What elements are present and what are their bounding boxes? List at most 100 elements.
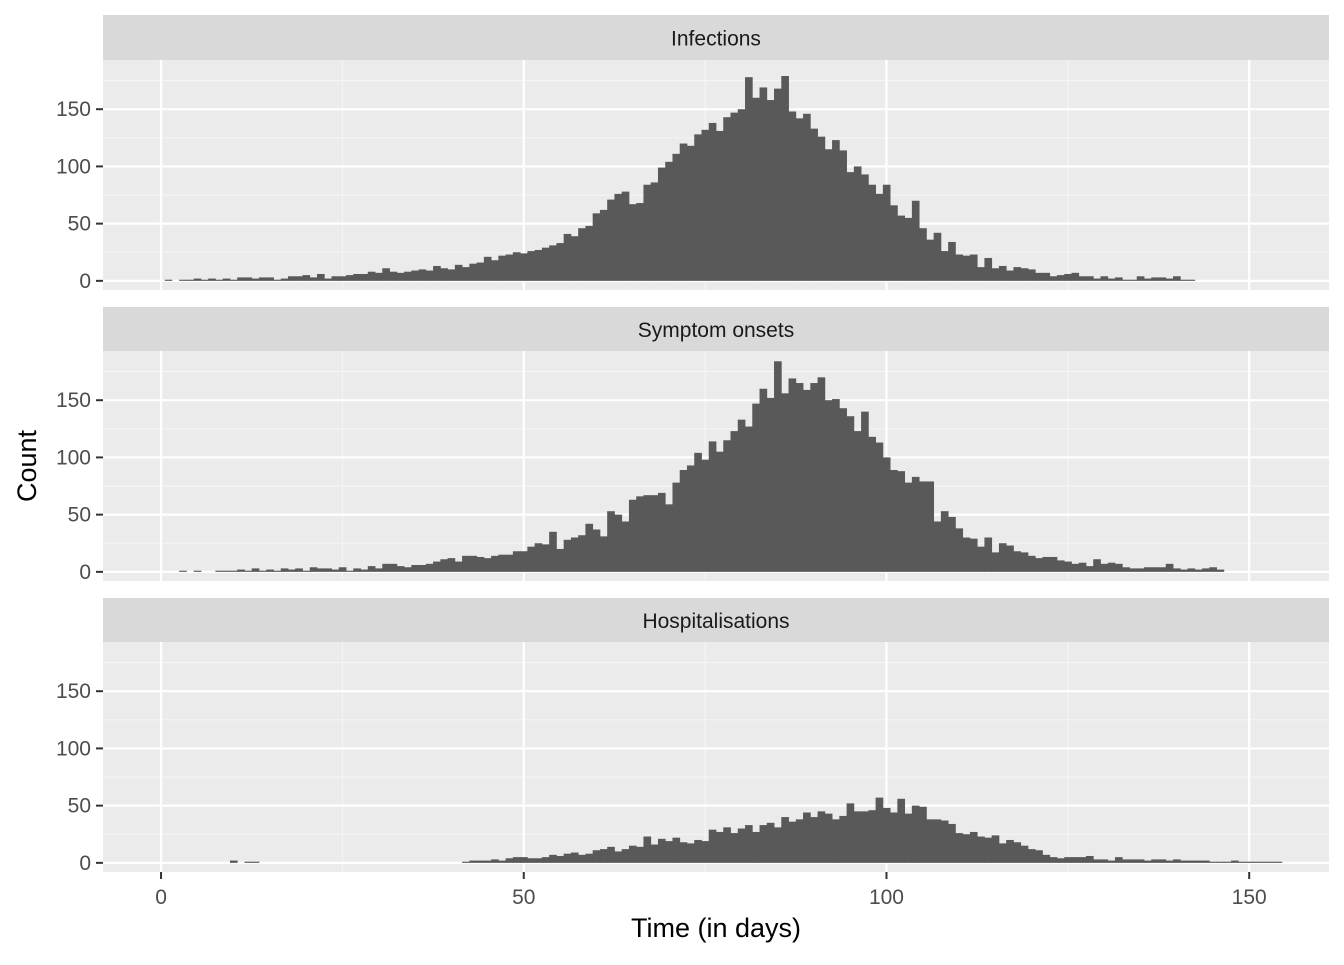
histogram-bar [483, 558, 492, 572]
histogram-bar [215, 279, 224, 281]
histogram-bar [411, 564, 419, 572]
y-tick-label: 150 [56, 98, 91, 121]
histogram-bar [389, 563, 398, 572]
histogram-bar [244, 861, 253, 863]
histogram-bar [599, 536, 608, 572]
histogram-bar [991, 552, 1000, 572]
histogram-bar [1129, 279, 1138, 281]
histogram-bar [541, 857, 550, 863]
histogram-bar [672, 837, 681, 863]
histogram-bar [1078, 857, 1087, 863]
histogram-bar [1042, 272, 1051, 281]
histogram-bar [795, 819, 804, 863]
histogram-bar [1064, 561, 1072, 572]
histogram-bar [636, 203, 644, 281]
histogram-bar [563, 539, 572, 572]
histogram-bar [1100, 563, 1109, 572]
histogram-bar [1064, 273, 1072, 281]
histogram-bar [686, 145, 695, 281]
histogram-bar [919, 228, 927, 281]
histogram-bar [1194, 860, 1203, 863]
histogram-bar [962, 537, 971, 572]
histogram-bar [737, 109, 746, 281]
histogram-bar [592, 213, 601, 281]
histogram-bar [425, 563, 434, 572]
histogram-bar [745, 77, 753, 281]
histogram-bar [1209, 567, 1217, 572]
histogram-bar [1165, 278, 1174, 281]
histogram-bar [1006, 270, 1014, 281]
y-tick-label: 50 [68, 504, 91, 527]
histogram-bar [520, 857, 528, 863]
histogram-bar [382, 268, 390, 281]
histogram-bar [447, 269, 456, 281]
histogram-bar [476, 860, 485, 863]
histogram-bar [302, 275, 311, 281]
histogram-bar [280, 568, 289, 572]
histogram-bar [1173, 276, 1181, 281]
histogram-bar [810, 817, 818, 863]
histogram-bar [832, 140, 840, 281]
histogram-bar [723, 117, 731, 281]
histogram-bar [1245, 861, 1254, 863]
histogram-bar [462, 267, 470, 281]
histogram-bar [527, 858, 536, 863]
histogram-bar [179, 570, 187, 572]
histogram-bar [317, 568, 325, 572]
histogram-bar [1216, 861, 1225, 863]
histogram-bar [795, 118, 804, 281]
histogram-bar [824, 400, 833, 572]
histogram-bar [933, 232, 942, 281]
histogram-bar [1260, 861, 1268, 863]
histogram-bar [200, 279, 209, 281]
histogram-bar [614, 514, 623, 572]
histogram-bar [512, 857, 521, 863]
histogram-bar [1187, 568, 1196, 572]
histogram-bar [1187, 860, 1196, 863]
histogram-bar [331, 569, 340, 572]
histogram-bar [505, 254, 514, 281]
histogram-bar [657, 838, 666, 863]
histogram-bar [628, 499, 637, 572]
histogram-bar [1136, 859, 1145, 863]
histogram-bar [904, 482, 913, 572]
histogram-bar [824, 813, 833, 863]
histogram-bar [193, 278, 202, 281]
histogram-bar [890, 812, 898, 863]
histogram-bar [498, 860, 507, 863]
histogram-bar [766, 100, 775, 281]
histogram-bar [788, 378, 797, 572]
histogram-bar [476, 556, 485, 572]
histogram-bar [1071, 857, 1080, 863]
histogram-bar [824, 149, 833, 281]
histogram-bar [948, 516, 956, 572]
facet-strip-label: Infections [671, 28, 761, 51]
histogram-bar [287, 276, 296, 281]
histogram-bar [636, 846, 644, 863]
histogram-bar [781, 817, 789, 863]
histogram-bar [788, 111, 797, 281]
histogram-bar [716, 831, 724, 863]
histogram-bar [208, 278, 216, 281]
histogram-bar [853, 811, 862, 863]
histogram-bar [324, 278, 332, 281]
histogram-bar [585, 225, 594, 281]
histogram-bar [1151, 277, 1159, 281]
histogram-bar [977, 267, 985, 281]
histogram-bar [418, 269, 427, 281]
histogram-bar [251, 278, 260, 281]
facet-panel-1: Infections 0 50 100 150 [56, 15, 1329, 293]
histogram-bar [614, 851, 623, 863]
histogram-bar [817, 811, 826, 863]
histogram-bar [1027, 555, 1036, 572]
histogram-bar [984, 537, 993, 572]
histogram-bar [1035, 850, 1043, 863]
y-tick-label: 0 [79, 270, 91, 293]
histogram-bar [1180, 279, 1188, 281]
histogram-bar [708, 122, 717, 281]
histogram-bar [404, 567, 412, 572]
histogram-bar [781, 393, 789, 572]
histogram-bar [1173, 859, 1181, 863]
histogram-bar [686, 465, 695, 572]
